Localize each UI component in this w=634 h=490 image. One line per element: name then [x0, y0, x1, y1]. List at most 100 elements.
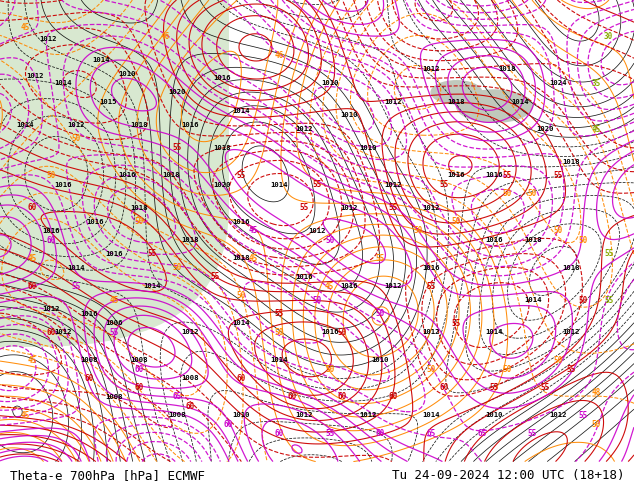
Text: 55: 55	[313, 180, 321, 189]
Text: 1010: 1010	[340, 112, 358, 119]
Text: 1016: 1016	[118, 172, 136, 178]
Text: 45: 45	[249, 226, 258, 235]
Text: 60: 60	[46, 328, 55, 337]
Text: 45: 45	[249, 254, 258, 263]
Text: 1012: 1012	[55, 329, 72, 335]
Text: 1018: 1018	[131, 122, 148, 127]
Text: 1014: 1014	[55, 80, 72, 86]
Text: 1012: 1012	[67, 122, 85, 127]
Text: 55: 55	[325, 429, 334, 439]
Text: 55: 55	[503, 171, 512, 180]
Text: 60: 60	[46, 236, 55, 245]
Text: 1015: 1015	[99, 98, 117, 104]
Text: 1014: 1014	[422, 413, 440, 418]
Text: 45: 45	[110, 295, 119, 304]
Text: 1016: 1016	[86, 219, 104, 224]
Text: 60: 60	[186, 402, 195, 411]
Text: 60: 60	[287, 392, 296, 401]
Text: 50: 50	[553, 226, 562, 235]
Text: 50: 50	[325, 365, 334, 374]
Text: 1018: 1018	[213, 145, 231, 151]
Text: 60: 60	[27, 203, 36, 212]
Text: 1008: 1008	[181, 375, 199, 382]
Text: 1012: 1012	[562, 329, 579, 335]
Text: 60: 60	[275, 429, 283, 439]
Text: 1018: 1018	[448, 98, 465, 104]
Text: 60: 60	[439, 383, 448, 392]
Text: 1014: 1014	[232, 320, 250, 326]
Text: 1014: 1014	[524, 297, 541, 303]
Text: 60: 60	[236, 374, 245, 383]
Text: 1016: 1016	[213, 75, 231, 81]
Text: 1006: 1006	[105, 320, 123, 326]
Text: 45: 45	[21, 411, 30, 420]
Text: 1018: 1018	[562, 159, 579, 165]
Text: 1012: 1012	[308, 228, 326, 234]
Text: 60: 60	[27, 282, 36, 291]
Text: 1012: 1012	[42, 306, 60, 312]
Text: 50: 50	[579, 236, 588, 245]
Text: 1016: 1016	[321, 329, 339, 335]
Text: 50: 50	[452, 217, 461, 226]
Ellipse shape	[431, 81, 482, 104]
Text: 1010: 1010	[118, 71, 136, 77]
Text: 50: 50	[414, 226, 423, 235]
FancyBboxPatch shape	[0, 0, 228, 346]
Text: 55: 55	[490, 383, 499, 392]
Text: 1010: 1010	[359, 145, 377, 151]
Text: 50: 50	[338, 328, 347, 337]
Text: 60: 60	[84, 374, 93, 383]
Text: 50: 50	[173, 263, 182, 272]
Text: 65: 65	[173, 392, 182, 401]
Text: 60: 60	[135, 365, 144, 374]
Text: 50: 50	[579, 295, 588, 304]
Text: 55: 55	[579, 411, 588, 420]
Text: 1010: 1010	[372, 357, 389, 363]
Text: 1010: 1010	[232, 413, 250, 418]
Text: 1008: 1008	[169, 413, 186, 418]
Text: 1010: 1010	[486, 413, 503, 418]
Text: 1016: 1016	[105, 251, 123, 257]
Text: 50: 50	[72, 134, 81, 143]
Text: 1016: 1016	[486, 172, 503, 178]
Text: 50: 50	[46, 171, 55, 180]
Text: 1012: 1012	[422, 329, 440, 335]
Text: 1012: 1012	[384, 182, 402, 188]
Text: 1018: 1018	[181, 237, 199, 243]
Text: 60: 60	[376, 429, 385, 439]
Text: 1016: 1016	[422, 265, 440, 270]
Text: 1014: 1014	[486, 329, 503, 335]
Text: 1018: 1018	[162, 172, 180, 178]
Text: 50: 50	[376, 309, 385, 318]
Text: 1018: 1018	[562, 265, 579, 270]
Text: 1012: 1012	[422, 66, 440, 72]
Text: 1014: 1014	[270, 357, 288, 363]
Text: 45: 45	[27, 356, 36, 365]
Text: 1016: 1016	[181, 122, 199, 127]
Text: 1012: 1012	[384, 283, 402, 289]
Text: 48: 48	[592, 388, 600, 397]
Text: 55: 55	[110, 328, 119, 337]
Text: 55: 55	[439, 180, 448, 189]
Text: 60: 60	[338, 392, 347, 401]
Text: 50: 50	[503, 189, 512, 198]
Text: 1016: 1016	[295, 274, 313, 280]
Text: 50: 50	[427, 365, 436, 374]
Text: 50: 50	[135, 217, 144, 226]
Text: 46: 46	[275, 51, 283, 60]
Text: 55: 55	[376, 254, 385, 263]
Text: 65: 65	[477, 429, 486, 439]
Text: 45: 45	[27, 254, 36, 263]
Text: 1014: 1014	[16, 122, 34, 127]
Text: 55: 55	[173, 143, 182, 152]
Text: 1014: 1014	[232, 108, 250, 114]
Text: 50: 50	[275, 328, 283, 337]
Text: 1018: 1018	[524, 237, 541, 243]
Text: 55: 55	[275, 309, 283, 318]
Text: 1020: 1020	[536, 126, 554, 132]
Text: 1014: 1014	[67, 265, 85, 270]
Text: 1024: 1024	[549, 80, 567, 86]
Text: 35: 35	[592, 78, 600, 88]
Text: 50: 50	[553, 356, 562, 365]
Text: 1016: 1016	[486, 237, 503, 243]
